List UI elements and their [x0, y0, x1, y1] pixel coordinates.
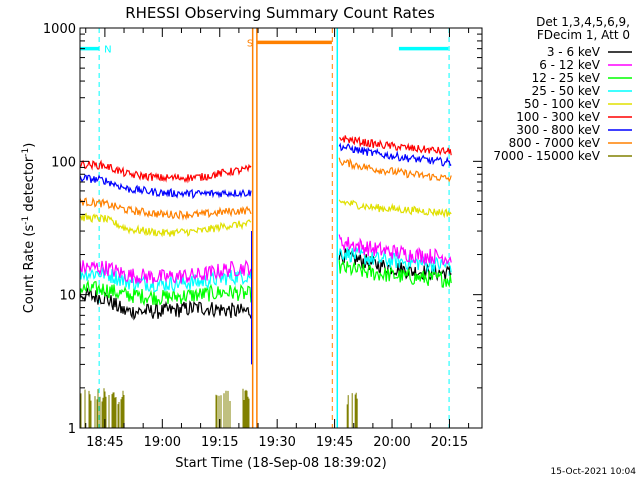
- series-8: [80, 388, 452, 428]
- y-tick-label: 100: [51, 155, 76, 170]
- y-axis-label-end: ): [22, 143, 37, 148]
- x-tick-label: 20:00: [373, 435, 410, 450]
- legend: Det 1,3,4,5,6,9, FDecim 1, Att 0 3 - 6 k…: [493, 15, 632, 163]
- timestamp: 15-Oct-2021 10:04: [551, 467, 637, 477]
- legend-label: 25 - 50 keV: [532, 84, 601, 98]
- y-axis-label: Count Rate (s-1 detector-1): [21, 143, 37, 314]
- plot-frame: [79, 27, 483, 429]
- y-tick-label: 10: [59, 289, 76, 304]
- series-line: [339, 392, 452, 428]
- series-line: [338, 260, 452, 288]
- series-6: [80, 142, 452, 200]
- series-line: [338, 199, 452, 219]
- legend-label: 50 - 100 keV: [524, 97, 601, 111]
- x-axis-label: Start Time (18-Sep-08 18:39:02): [175, 456, 386, 471]
- legend-label: 100 - 300 keV: [516, 110, 600, 124]
- y-axis-label-sup1: -1: [21, 216, 31, 225]
- legend-label: 800 - 7000 keV: [509, 136, 601, 150]
- series-line: [80, 212, 252, 238]
- series-5: [80, 135, 452, 184]
- flag-label: N: [104, 45, 111, 56]
- legend-label: 12 - 25 keV: [532, 71, 601, 85]
- series-line: [80, 174, 252, 200]
- series-line: [80, 279, 252, 307]
- series-line: [338, 135, 452, 156]
- series-line: [338, 247, 452, 274]
- x-tick-label: 19:00: [144, 435, 181, 450]
- series-line: [338, 234, 452, 266]
- y-axis-label-main: Count Rate (s: [22, 225, 37, 314]
- y-axis-label-sup2: -1: [21, 148, 31, 157]
- legend-label: 3 - 6 keV: [547, 45, 601, 59]
- series-line: [80, 287, 252, 321]
- x-tick-label: 18:45: [86, 435, 123, 450]
- series-line: [80, 388, 252, 428]
- series-line: [80, 159, 252, 184]
- series-3: [80, 247, 452, 293]
- x-tick-label: 19:15: [201, 435, 238, 450]
- series-layer: [80, 135, 452, 428]
- y-tick-label: 1: [68, 422, 76, 437]
- legend-label: 300 - 800 keV: [516, 123, 600, 137]
- y-tick-label: 1000: [43, 22, 76, 37]
- x-tick-label: 20:15: [431, 435, 468, 450]
- chart-title: RHESSI Observing Summary Count Rates: [125, 4, 435, 22]
- x-tick-label: 19:30: [258, 435, 295, 450]
- flag-label: S: [247, 38, 253, 49]
- series-2: [80, 260, 452, 307]
- series-7: [80, 157, 452, 221]
- series-line: [80, 266, 252, 293]
- y-axis-label-mid: detector: [22, 156, 37, 216]
- series-line: [338, 142, 452, 167]
- legend-header-line-1: Det 1,3,4,5,6,9,: [536, 15, 630, 29]
- series-line: [80, 196, 252, 221]
- legend-label: 6 - 12 keV: [539, 58, 601, 72]
- x-tick-label: 19:45: [316, 435, 353, 450]
- series-1: [80, 234, 452, 285]
- legend-label: 7000 - 15000 keV: [493, 149, 600, 163]
- y-axis: 1 10 100 1000: [43, 22, 482, 437]
- series-4: [80, 199, 452, 238]
- series-line: [338, 157, 452, 183]
- vertical-markers: [98, 28, 450, 428]
- series-line: [80, 259, 252, 285]
- x-axis: 18:45 19:00 19:15 19:30 19:45 20:00 20:15: [85, 28, 470, 450]
- legend-header-line-2: FDecim 1, Att 0: [537, 28, 630, 42]
